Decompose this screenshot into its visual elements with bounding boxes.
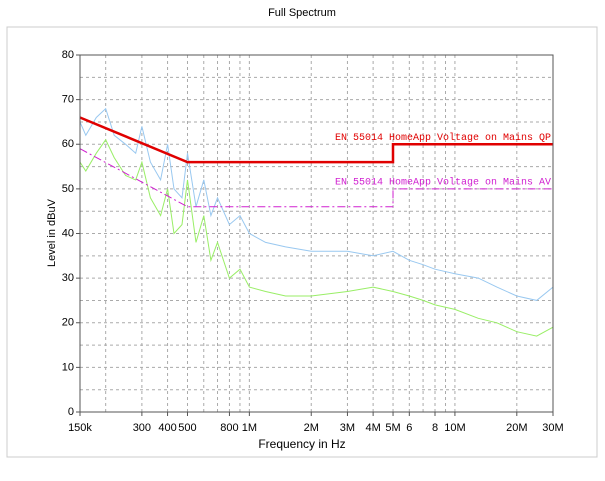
limit-label: EN 55014 HomeApp Voltage on Mains AV	[335, 177, 551, 189]
y-tick-label: 70	[62, 94, 74, 106]
x-tick-label: 3M	[340, 422, 355, 434]
series-line	[79, 116, 553, 164]
y-tick-label: 0	[68, 406, 74, 418]
frame	[6, 26, 598, 458]
x-tick-label: 30M	[542, 422, 563, 434]
y-axis-label: Level in dBuV	[46, 198, 58, 267]
x-tick-label: 6	[406, 422, 412, 434]
x-tick-label: 800	[220, 422, 238, 434]
plot: EN 55014 HomeApp Voltage on Mains QP EN 5…	[79, 107, 554, 337]
x-tick-label: 4M	[365, 422, 380, 434]
y-tick-label: 30	[62, 272, 74, 284]
y-tick-label: 40	[62, 227, 74, 239]
x-tick-label: 20M	[506, 422, 527, 434]
y-tick-label: 10	[62, 361, 74, 373]
y-tick-label: 80	[62, 49, 74, 61]
x-tick-label: 8	[432, 422, 438, 434]
x-tick-label: 1M	[242, 422, 257, 434]
x-axis-label: Frequency in Hz	[258, 437, 345, 451]
x-tick-label: 150k	[68, 422, 92, 434]
series-line	[79, 148, 553, 208]
grid	[79, 54, 554, 413]
series-line	[79, 107, 554, 301]
y-tick-label: 50	[62, 183, 74, 195]
y-tick-label: 20	[62, 317, 74, 329]
x-tick-label: 400	[158, 422, 176, 434]
x-tick-label: 500	[178, 422, 196, 434]
x-tick-label: 2M	[304, 422, 319, 434]
chart-title: Full Spectrum	[268, 7, 336, 19]
x-tick-label: 5M	[385, 422, 400, 434]
x-tick-label: 10M	[444, 422, 465, 434]
series-line	[79, 138, 554, 337]
x-tick-label: 300	[133, 422, 151, 434]
y-tick-label: 60	[62, 138, 74, 150]
limit-label: EN 55014 HomeApp Voltage on Mains QP	[335, 132, 551, 144]
